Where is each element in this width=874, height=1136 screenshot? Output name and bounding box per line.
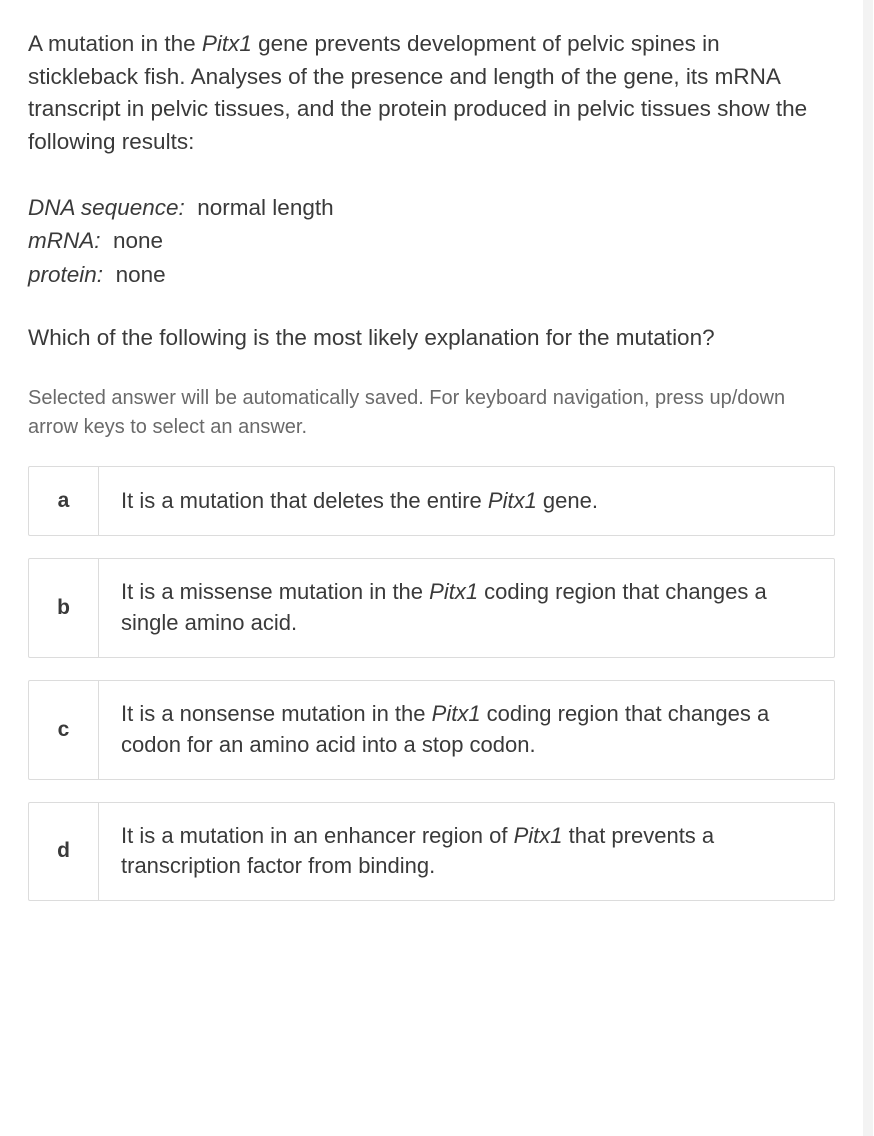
question-card: A mutation in the Pitx1 gene prevents de…: [0, 0, 864, 1136]
option-text: It is a missense mutation in the Pitx1 c…: [99, 559, 834, 657]
option-key: d: [29, 803, 99, 901]
gene-name: Pitx1: [429, 579, 478, 604]
option-key: a: [29, 467, 99, 535]
option-key: b: [29, 559, 99, 657]
gene-name: Pitx1: [488, 488, 537, 513]
data-value: none: [113, 228, 163, 253]
data-block: DNA sequence: normal length mRNA: none p…: [28, 191, 835, 292]
data-row: DNA sequence: normal length: [28, 191, 835, 225]
question-prompt: Which of the following is the most likel…: [28, 322, 835, 355]
options-list: a It is a mutation that deletes the enti…: [28, 466, 835, 901]
stem-pre: A mutation in the: [28, 31, 202, 56]
option-b[interactable]: b It is a missense mutation in the Pitx1…: [28, 558, 835, 658]
option-post: gene.: [537, 488, 598, 513]
question-stem: A mutation in the Pitx1 gene prevents de…: [28, 28, 835, 159]
option-pre: It is a nonsense mutation in the: [121, 701, 432, 726]
option-pre: It is a mutation in an enhancer region o…: [121, 823, 514, 848]
data-label: protein:: [28, 262, 103, 287]
data-value: normal length: [197, 195, 333, 220]
option-text: It is a nonsense mutation in the Pitx1 c…: [99, 681, 834, 779]
gene-name: Pitx1: [202, 31, 252, 56]
option-pre: It is a mutation that deletes the entire: [121, 488, 488, 513]
option-pre: It is a missense mutation in the: [121, 579, 429, 604]
option-d[interactable]: d It is a mutation in an enhancer region…: [28, 802, 835, 902]
data-label: DNA sequence:: [28, 195, 185, 220]
option-c[interactable]: c It is a nonsense mutation in the Pitx1…: [28, 680, 835, 780]
data-row: mRNA: none: [28, 224, 835, 258]
gene-name: Pitx1: [432, 701, 481, 726]
option-text: It is a mutation that deletes the entire…: [99, 467, 834, 535]
option-text: It is a mutation in an enhancer region o…: [99, 803, 834, 901]
gene-name: Pitx1: [514, 823, 563, 848]
option-key: c: [29, 681, 99, 779]
data-value: none: [116, 262, 166, 287]
option-a[interactable]: a It is a mutation that deletes the enti…: [28, 466, 835, 536]
keyboard-instructions: Selected answer will be automatically sa…: [28, 384, 835, 442]
data-label: mRNA:: [28, 228, 101, 253]
data-row: protein: none: [28, 258, 835, 292]
